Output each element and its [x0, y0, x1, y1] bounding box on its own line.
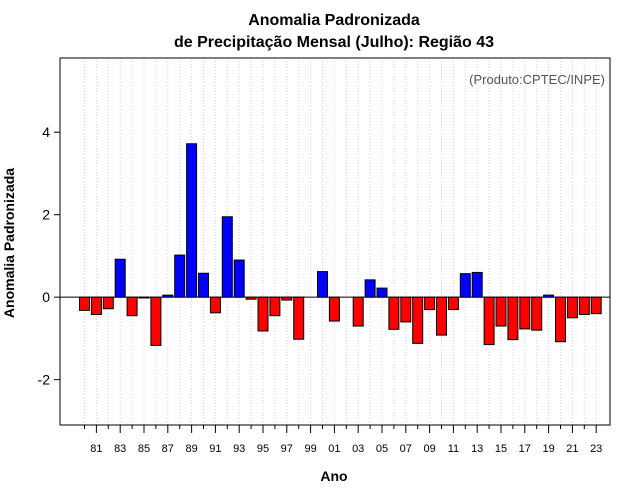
bar-81 — [90, 296, 102, 315]
bar-86 — [150, 296, 162, 346]
x-tick-label: 21 — [566, 443, 578, 455]
x-tick-label: 19 — [542, 443, 554, 455]
y-tick-label: 2 — [42, 207, 50, 223]
x-tick-label: 97 — [281, 443, 293, 455]
x-tick-label: 81 — [90, 443, 102, 455]
x-tick-label: 15 — [495, 443, 507, 455]
bar-05 — [376, 287, 388, 298]
bar-17 — [519, 296, 531, 330]
bar-23 — [590, 296, 602, 315]
bar-16 — [507, 296, 519, 341]
x-tick-label: 93 — [233, 443, 245, 455]
bar-83 — [114, 258, 126, 298]
bar-22 — [578, 296, 590, 315]
bar-94 — [245, 296, 257, 300]
x-tick-label: 09 — [423, 443, 435, 455]
bar-20 — [555, 296, 566, 343]
x-tick-label: 89 — [185, 443, 197, 455]
x-tick-label: 91 — [209, 443, 221, 455]
bar-10 — [436, 296, 447, 336]
bar-19 — [543, 294, 555, 298]
bar-00 — [317, 271, 328, 298]
y-tick-label: -2 — [38, 372, 51, 388]
plot-frame — [59, 57, 611, 426]
y-tick-label: 0 — [42, 289, 50, 305]
bar-14 — [483, 296, 495, 346]
x-axis: 81 83 85 87 89 91 93 95 97 99 01 03 05 07 09 11 13 15 17 19… — [84, 425, 602, 455]
x-tick-label: 95 — [257, 443, 269, 455]
bar-18 — [531, 296, 543, 331]
y-tick-label: 4 — [42, 124, 50, 140]
x-tick-label: 13 — [471, 443, 483, 455]
x-tick-label: 11 — [448, 443, 459, 455]
x-tick-label: 03 — [352, 443, 364, 455]
x-tick-label: 87 — [162, 443, 174, 455]
bar-09 — [424, 296, 436, 311]
bar-15 — [495, 296, 507, 327]
bar-04 — [364, 279, 376, 298]
x-tick-label: 07 — [400, 443, 412, 455]
x-tick-label: 99 — [304, 443, 316, 455]
y-axis-label: Anomalia Padronizada — [1, 168, 17, 318]
bar-08 — [412, 296, 424, 344]
bar-07 — [400, 296, 412, 323]
bar-21 — [566, 296, 578, 319]
bar-85 — [138, 296, 150, 299]
bar-03 — [352, 296, 364, 327]
bar-93 — [233, 259, 245, 298]
x-tick-label: 05 — [376, 443, 388, 455]
x-tick-label: 01 — [328, 443, 340, 455]
bar-96 — [269, 296, 281, 317]
bar-88 — [174, 254, 186, 298]
x-tick-label: 17 — [519, 443, 531, 455]
source-annotation: (Produto:CPTEC/INPE) — [469, 72, 605, 87]
bar-01 — [328, 296, 340, 322]
bar-89 — [186, 143, 198, 298]
bars — [79, 143, 602, 346]
bar-95 — [257, 296, 269, 332]
bar-06 — [388, 296, 400, 330]
bar-98 — [293, 296, 305, 340]
x-tick-label: 23 — [590, 443, 602, 455]
x-tick-label: 85 — [138, 443, 150, 455]
grid-lines — [84, 58, 597, 425]
bar-11 — [447, 296, 459, 311]
x-tick-label: 83 — [114, 443, 126, 455]
chart-title: Anomalia Padronizada — [248, 12, 420, 29]
bar-82 — [102, 296, 114, 310]
bar-97 — [281, 296, 293, 301]
bar-13 — [471, 271, 483, 298]
bar-92 — [221, 216, 233, 298]
y-axis: -2 0 2 4 — [38, 124, 60, 388]
chart-subtitle: de Precipitação Mensal (Julho): Região 4… — [174, 34, 494, 51]
bar-90 — [198, 272, 209, 298]
bar-87 — [162, 294, 174, 298]
bar-91 — [209, 296, 221, 314]
bar-12 — [459, 273, 471, 298]
bar-80 — [79, 296, 90, 311]
x-axis-label: Ano — [320, 468, 347, 484]
bar-84 — [126, 296, 138, 317]
